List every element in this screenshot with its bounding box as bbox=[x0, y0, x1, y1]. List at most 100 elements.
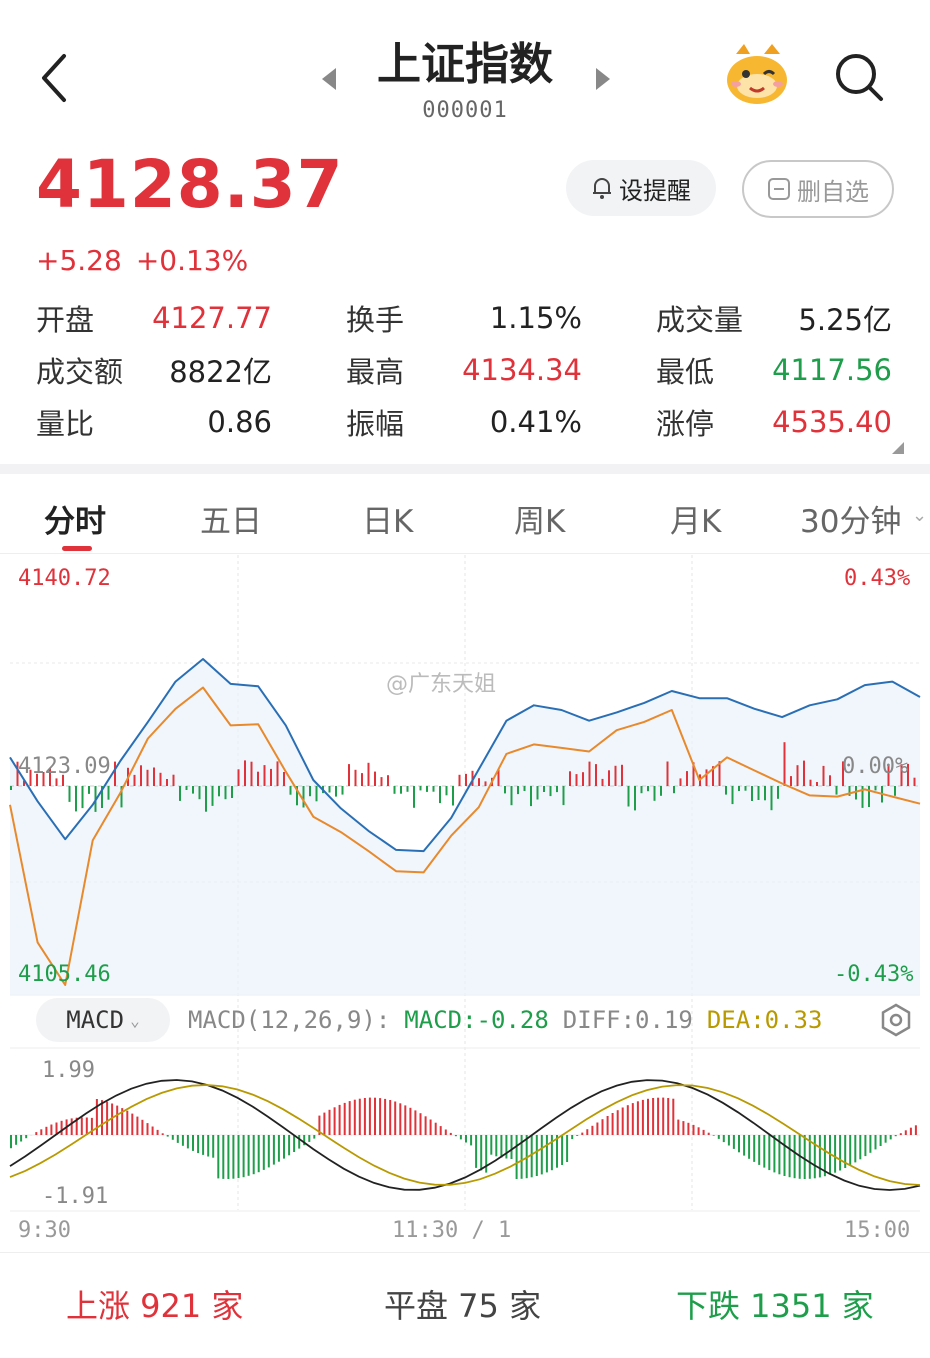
volume-bar bbox=[309, 786, 311, 797]
macd-histogram-bar bbox=[783, 1135, 786, 1176]
set-alert-button[interactable]: 设提醒 bbox=[566, 160, 716, 216]
macd-histogram-bar bbox=[121, 1108, 124, 1135]
macd-histogram-bar bbox=[702, 1129, 705, 1135]
volume-bar bbox=[140, 765, 142, 786]
macd-histogram-bar bbox=[384, 1098, 387, 1135]
volume-bar bbox=[790, 776, 792, 786]
macd-histogram-bar bbox=[550, 1135, 553, 1171]
intraday-chart[interactable] bbox=[0, 555, 930, 1255]
volume-bar bbox=[413, 786, 415, 808]
macd-histogram-bar bbox=[571, 1135, 574, 1140]
volume-bar bbox=[302, 786, 305, 808]
macd-histogram-bar bbox=[652, 1098, 655, 1135]
macd-histogram-bar bbox=[667, 1098, 670, 1135]
volume-bar bbox=[101, 786, 103, 808]
macd-histogram-bar bbox=[743, 1135, 746, 1156]
stat-value: 4117.56 bbox=[772, 353, 892, 387]
volume-bar bbox=[257, 771, 259, 786]
next-index-button[interactable] bbox=[592, 66, 614, 96]
stat-label: 成交量 bbox=[656, 303, 744, 337]
volume-bar bbox=[75, 786, 77, 812]
triangle-right-icon bbox=[596, 68, 610, 90]
bell-icon bbox=[593, 178, 611, 199]
volume-bar bbox=[894, 786, 896, 796]
chevron-down-icon: ⌄ bbox=[130, 1010, 140, 1030]
macd-histogram-bar bbox=[434, 1122, 437, 1135]
volume-bar bbox=[874, 786, 877, 791]
volume-bar bbox=[575, 774, 578, 786]
volume-bar bbox=[114, 761, 116, 786]
volume-bar bbox=[68, 786, 71, 802]
volume-bar bbox=[731, 786, 734, 805]
macd-histogram-bar bbox=[156, 1129, 159, 1135]
macd-histogram-bar bbox=[454, 1135, 457, 1137]
volume-bar bbox=[133, 774, 136, 786]
stat-volume: 成交量 5.25亿 bbox=[656, 292, 892, 344]
macd-histogram-bar bbox=[222, 1135, 225, 1179]
macd-histogram-bar bbox=[40, 1129, 43, 1135]
page-title: 上证指数 bbox=[377, 39, 553, 90]
time-mid-label: 11:30 / 1 bbox=[392, 1218, 512, 1243]
volume-bar bbox=[62, 774, 64, 786]
stats-grid: 开盘 4127.77 换手 1.15% 成交量 5.25亿 成交额 8822亿 最高 41… bbox=[36, 292, 896, 448]
macd-histogram-bar bbox=[363, 1098, 366, 1135]
chevron-down-icon[interactable]: ⌄ bbox=[912, 505, 928, 526]
stat-value: 5.25亿 bbox=[798, 303, 892, 337]
back-button[interactable] bbox=[28, 48, 78, 108]
macd-histogram-bar bbox=[25, 1135, 28, 1139]
stat-label: 振幅 bbox=[346, 407, 405, 441]
time-start-label: 9:30 bbox=[18, 1218, 71, 1243]
tab-monthly-k[interactable]: 月K bbox=[670, 504, 722, 540]
macd-histogram-bar bbox=[495, 1135, 498, 1157]
macd-histogram-bar bbox=[697, 1127, 700, 1135]
tab-weekly-k[interactable]: 周K bbox=[514, 504, 566, 540]
volume-bar bbox=[738, 786, 740, 791]
macd-histogram-bar bbox=[146, 1123, 149, 1135]
volume-bar bbox=[185, 786, 188, 790]
macd-histogram-bar bbox=[272, 1135, 275, 1165]
diff-value: DIFF:0.19 bbox=[562, 1006, 693, 1034]
remove-watchlist-button[interactable]: 删自选 bbox=[742, 160, 894, 218]
mascot-icon[interactable] bbox=[722, 40, 792, 110]
indicator-settings-button[interactable] bbox=[878, 1002, 914, 1038]
volume-bar bbox=[517, 786, 519, 795]
macd-histogram-bar bbox=[70, 1118, 73, 1135]
prev-index-button[interactable] bbox=[318, 66, 340, 96]
macd-histogram-bar bbox=[823, 1135, 826, 1177]
volume-bar bbox=[777, 786, 779, 799]
volume-bar bbox=[374, 771, 376, 786]
macd-histogram-bar bbox=[530, 1135, 533, 1178]
macd-histogram-bar bbox=[116, 1105, 119, 1135]
market-breadth-bar[interactable]: 上涨 921 家 平盘 75 家 下跌 1351 家 bbox=[0, 1252, 930, 1358]
macd-histogram-bar bbox=[844, 1135, 847, 1168]
chart-canvas bbox=[9, 555, 921, 1212]
macd-histogram-bar bbox=[60, 1120, 63, 1135]
macd-histogram-bar bbox=[788, 1135, 791, 1178]
stat-label: 最低 bbox=[656, 355, 715, 389]
volume-bar bbox=[803, 760, 805, 786]
tab-30min[interactable]: 30分钟 bbox=[800, 504, 902, 540]
volume-bar bbox=[452, 786, 454, 806]
tab-intraday[interactable]: 分时 bbox=[44, 504, 106, 540]
tab-five-day[interactable]: 五日 bbox=[200, 504, 262, 540]
volume-bar bbox=[244, 760, 246, 786]
volume-bar bbox=[42, 772, 45, 786]
macd-histogram-bar bbox=[267, 1135, 270, 1168]
macd-histogram-bar bbox=[343, 1102, 346, 1135]
volume-bar bbox=[354, 769, 357, 786]
indicator-select[interactable]: MACD ⌄ bbox=[36, 998, 170, 1042]
volume-bar bbox=[387, 775, 389, 786]
index-code: 000001 bbox=[422, 98, 508, 123]
volume-bar bbox=[107, 786, 110, 800]
volume-bar bbox=[465, 773, 467, 786]
volume-bar bbox=[36, 773, 38, 786]
tab-daily-k[interactable]: 日K bbox=[362, 504, 414, 540]
volume-bar bbox=[653, 786, 656, 801]
macd-histogram-bar bbox=[480, 1135, 483, 1171]
search-button[interactable] bbox=[832, 50, 886, 104]
active-tab-indicator bbox=[62, 546, 92, 551]
macd-histogram-bar bbox=[106, 1101, 109, 1135]
volume-bar bbox=[783, 742, 786, 786]
expand-corner-icon[interactable] bbox=[892, 442, 904, 454]
macd-histogram-bar bbox=[303, 1135, 306, 1146]
